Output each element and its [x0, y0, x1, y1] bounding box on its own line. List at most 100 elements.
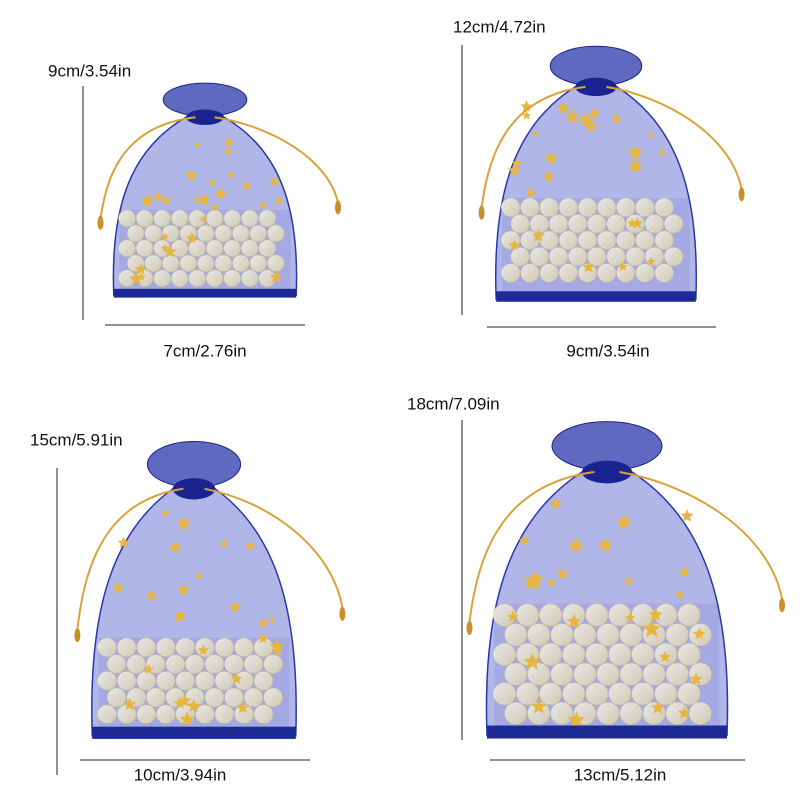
gold-star: [521, 110, 532, 120]
bead: [224, 687, 244, 708]
bead: [188, 239, 206, 258]
gold-star: [617, 261, 628, 271]
bead: [538, 603, 563, 627]
bead: [253, 670, 274, 691]
gold-star: [187, 699, 201, 712]
bead: [241, 239, 259, 258]
gold-star: [209, 203, 219, 212]
gold-star: [197, 192, 211, 206]
bead: [539, 197, 559, 218]
bead: [243, 654, 264, 674]
bag: [97, 82, 341, 298]
gold-star: [199, 215, 208, 223]
gold-star: [523, 652, 542, 670]
bead: [520, 263, 540, 283]
height-label: 15cm/5.91in: [30, 430, 123, 449]
gold-star: [677, 706, 691, 719]
bag-knot: [172, 478, 216, 500]
width-label: 13cm/5.12in: [574, 765, 667, 784]
gold-star: [689, 672, 703, 685]
bead: [223, 209, 242, 228]
gold-star: [160, 232, 169, 241]
bead: [156, 637, 176, 658]
bead: [253, 704, 274, 725]
bag-hem: [113, 288, 297, 298]
gold-star: [680, 509, 694, 522]
bead: [258, 209, 277, 228]
bag-hem: [487, 725, 727, 739]
width-label: 10cm/3.94in: [134, 765, 227, 784]
gold-star: [531, 129, 540, 138]
gold-star: [267, 615, 277, 624]
bead: [197, 224, 215, 243]
bead: [688, 701, 712, 726]
gold-star: [555, 567, 569, 580]
gold-star: [566, 613, 582, 628]
bead: [214, 254, 233, 273]
bead: [97, 637, 117, 658]
gold-star: [194, 571, 203, 580]
bead: [504, 662, 528, 686]
bead: [136, 704, 156, 725]
bead: [126, 224, 145, 243]
bead: [126, 654, 146, 674]
bead: [224, 654, 244, 674]
bead: [539, 230, 559, 250]
string-tip: [466, 621, 473, 635]
gold-star: [112, 581, 124, 594]
bead: [510, 214, 530, 234]
gold-star: [140, 193, 155, 207]
bag-hem: [496, 291, 696, 302]
bead: [492, 642, 517, 667]
bead: [606, 214, 626, 234]
bead: [214, 704, 235, 725]
gold-star: [193, 140, 202, 148]
gold-star: [135, 263, 147, 275]
gold-star: [228, 600, 242, 613]
bead: [144, 254, 162, 273]
gold-star: [236, 701, 249, 714]
gold-star: [628, 158, 644, 173]
bead: [635, 263, 655, 283]
bead: [97, 670, 117, 691]
bead: [267, 224, 285, 243]
bead: [631, 642, 655, 667]
bead: [97, 704, 117, 725]
bead: [249, 254, 268, 273]
gold-star: [648, 607, 663, 622]
gold-star: [257, 632, 269, 644]
bead: [677, 642, 701, 667]
bag-knot: [186, 109, 224, 125]
drawstring: [468, 471, 595, 622]
drawstring: [606, 85, 743, 190]
drawstring: [480, 85, 586, 208]
bead: [596, 230, 617, 250]
gold-star: [274, 196, 284, 205]
gold-star: [541, 169, 556, 183]
bag: [466, 421, 785, 739]
bead: [548, 214, 569, 234]
bead: [504, 623, 528, 647]
bead: [175, 670, 196, 691]
bead: [258, 239, 277, 258]
bead: [145, 687, 166, 708]
gold-star: [557, 101, 570, 114]
bead: [179, 254, 197, 273]
bead: [596, 263, 617, 283]
bead: [232, 224, 250, 243]
bead: [515, 682, 540, 706]
gold-star: [518, 535, 530, 546]
bead: [205, 269, 224, 288]
gold-star: [508, 239, 520, 251]
gold-star: [549, 496, 563, 509]
bead: [567, 246, 588, 267]
bead: [677, 603, 701, 627]
bead: [665, 662, 689, 686]
drawstring: [214, 116, 339, 204]
bead: [263, 687, 283, 708]
bag: [478, 45, 745, 302]
gold-star: [269, 638, 285, 653]
bead: [562, 682, 586, 706]
